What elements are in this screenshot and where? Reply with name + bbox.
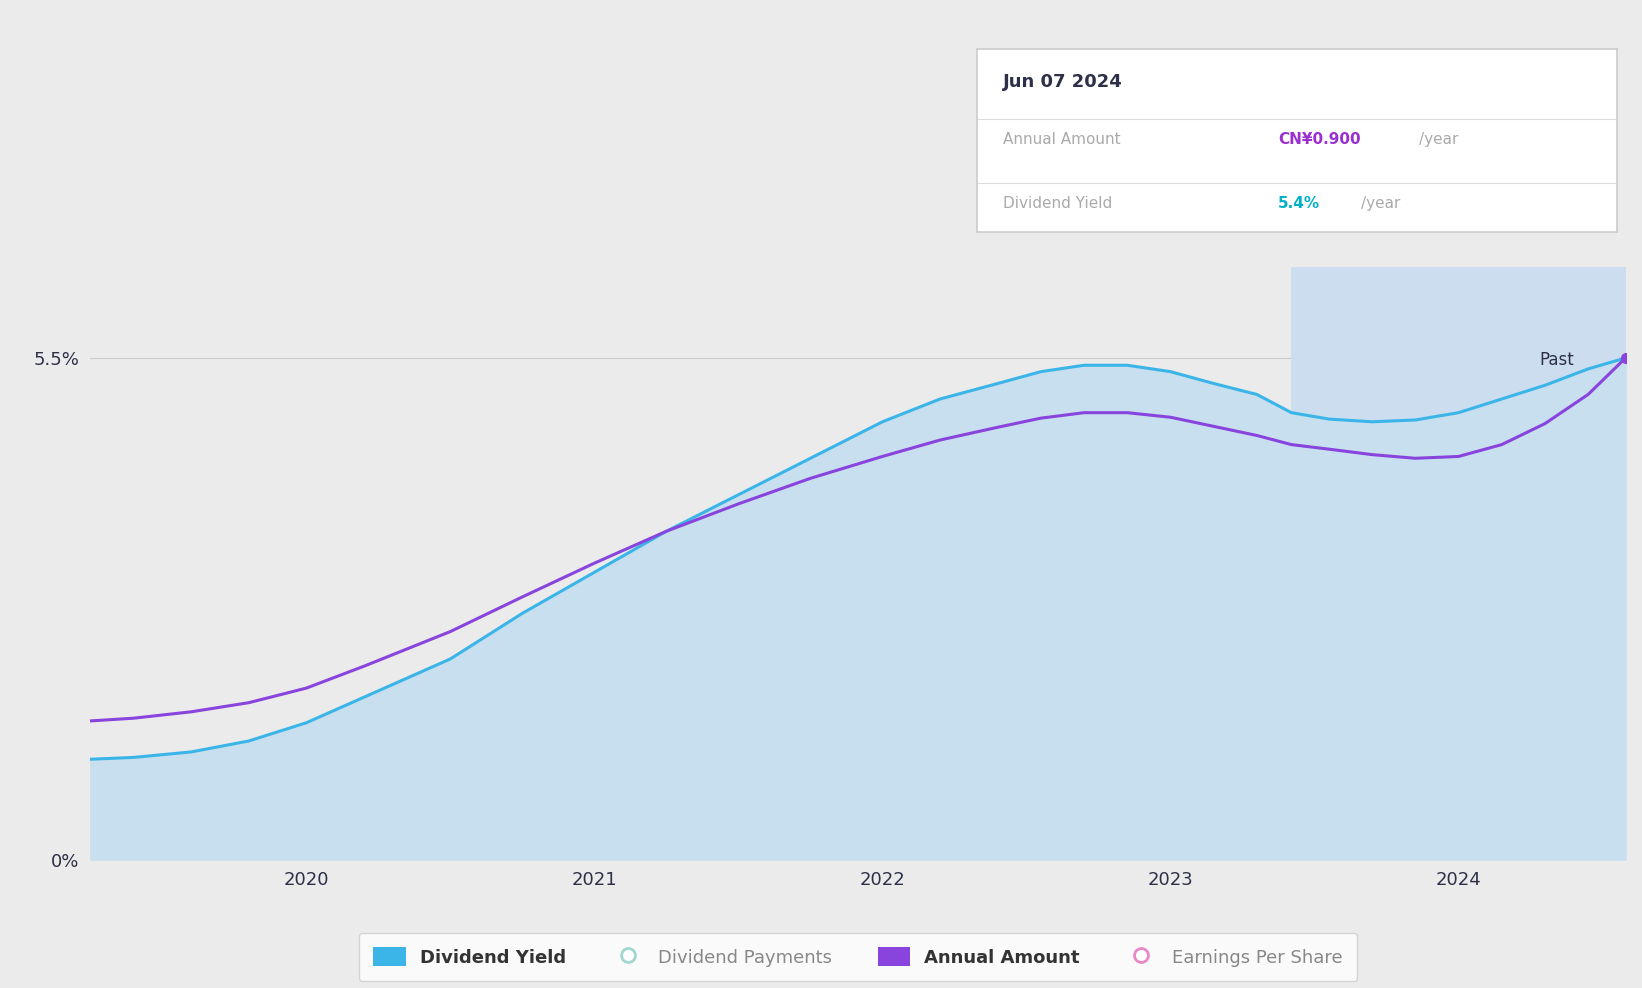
Bar [1292,267,1642,860]
Text: /year: /year [1419,131,1458,146]
Point [1612,350,1639,366]
Text: 5.4%: 5.4% [1277,196,1320,210]
Text: CN¥0.900: CN¥0.900 [1277,131,1361,146]
Text: Dividend Yield: Dividend Yield [1003,196,1112,210]
Legend: Dividend Yield, Dividend Payments, Annual Amount, Earnings Per Share: Dividend Yield, Dividend Payments, Annua… [360,933,1356,981]
Text: Jun 07 2024: Jun 07 2024 [1003,73,1123,91]
Text: Past: Past [1539,351,1575,369]
Text: Annual Amount: Annual Amount [1003,131,1120,146]
Text: /year: /year [1361,196,1401,210]
